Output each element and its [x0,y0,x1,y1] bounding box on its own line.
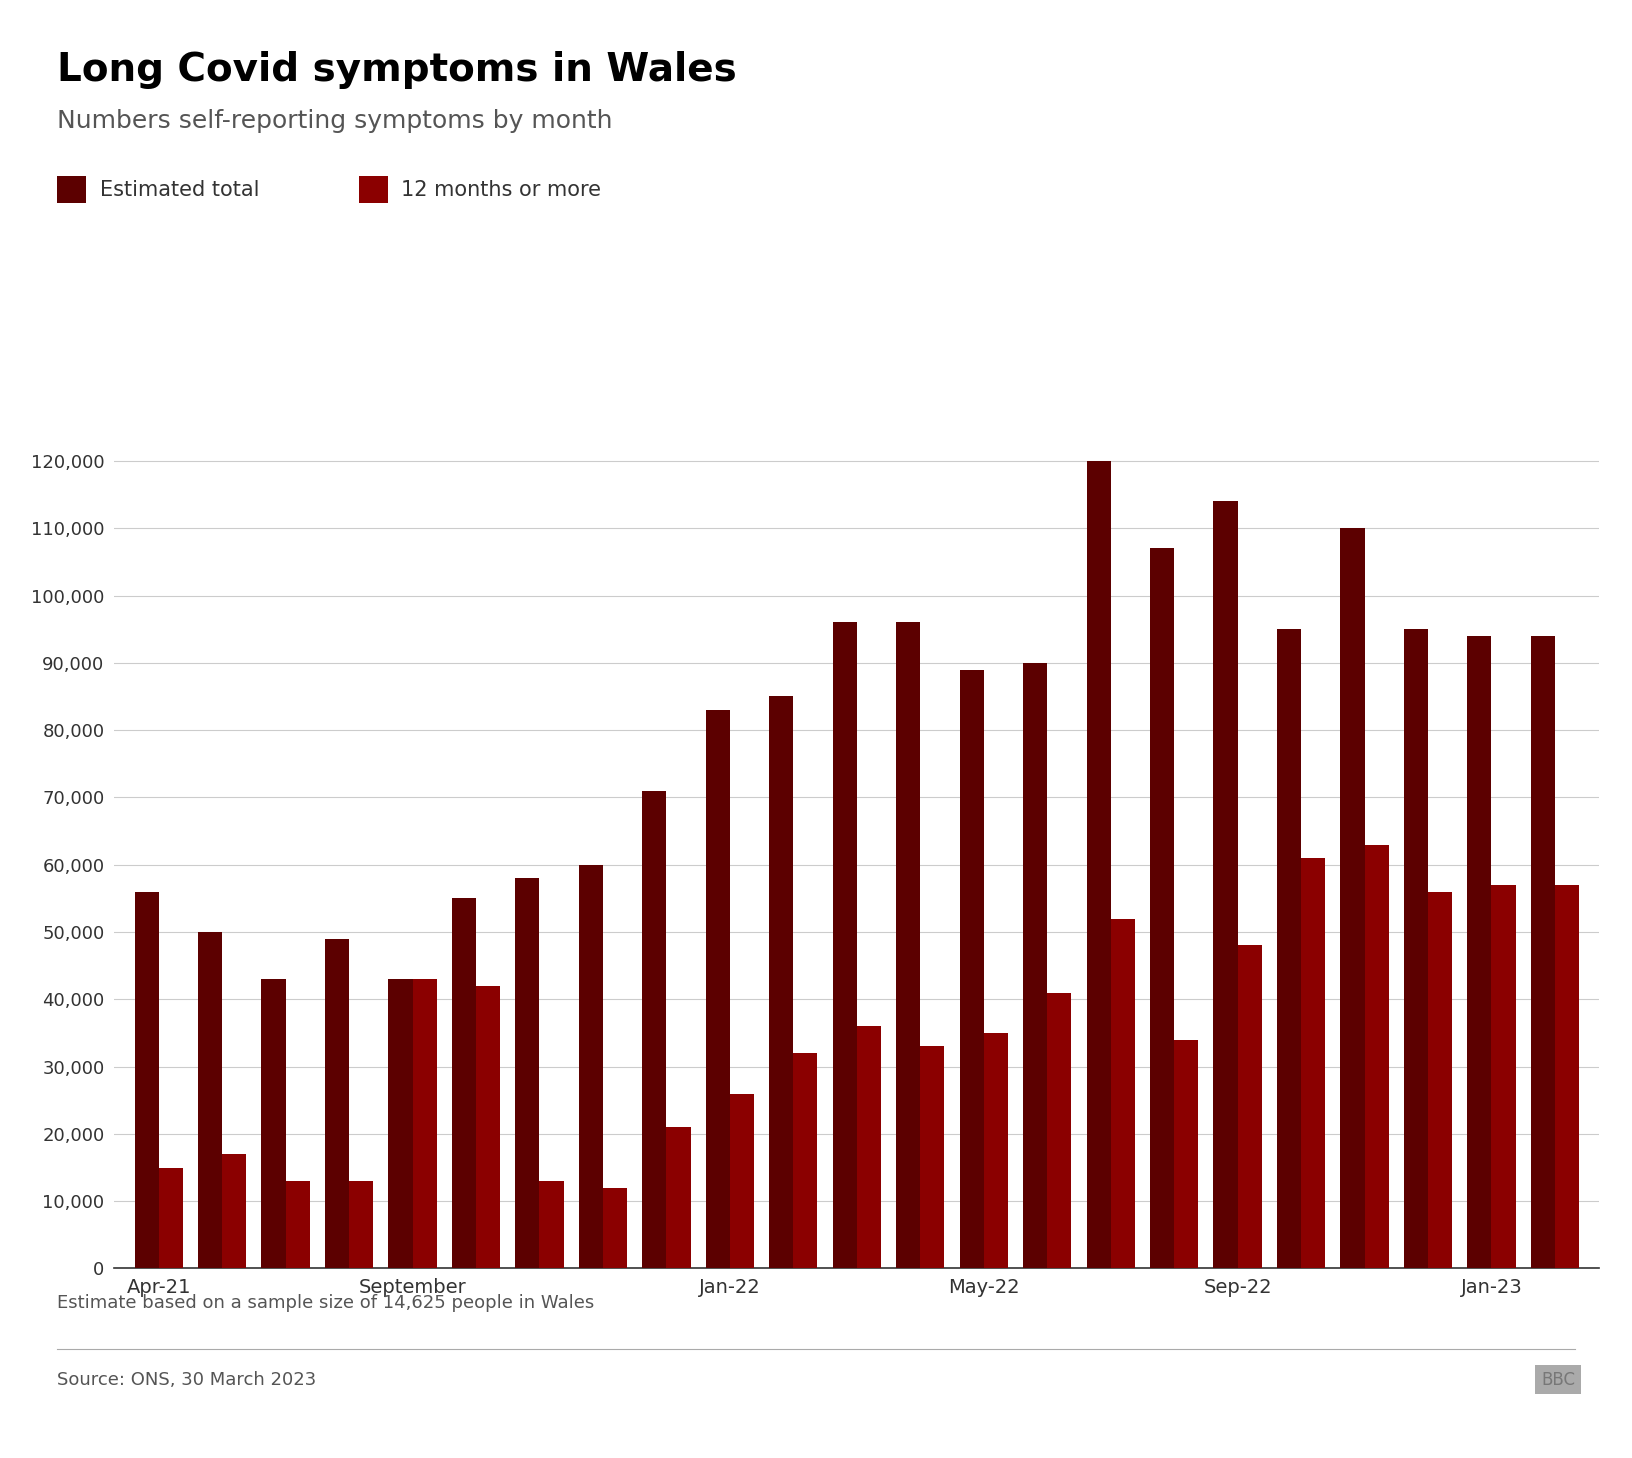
Bar [705,710,730,1268]
Bar [643,790,666,1268]
Bar [1364,844,1389,1268]
Bar [857,1026,881,1268]
Bar [1404,630,1428,1268]
Bar [984,1032,1009,1268]
Bar [516,878,540,1268]
Bar [261,980,286,1268]
Bar [1023,663,1048,1268]
Bar [793,1053,818,1268]
Bar [158,1168,183,1268]
Bar [1048,993,1071,1268]
Text: BBC: BBC [1541,1371,1575,1388]
Bar [413,980,437,1268]
Text: 12 months or more: 12 months or more [401,179,602,200]
Bar [602,1188,627,1268]
Text: Estimate based on a sample size of 14,625 people in Wales: Estimate based on a sample size of 14,62… [57,1295,594,1312]
Text: Long Covid symptoms in Wales: Long Covid symptoms in Wales [57,51,738,89]
Bar [832,623,857,1268]
Bar [1151,548,1173,1268]
Bar [477,986,499,1268]
Bar [325,939,349,1268]
Bar [666,1127,690,1268]
Bar [1492,885,1516,1268]
Bar [1555,885,1580,1268]
Bar [1087,461,1111,1268]
Text: Source: ONS, 30 March 2023: Source: ONS, 30 March 2023 [57,1371,317,1388]
Bar [896,623,920,1268]
Bar [1214,502,1237,1268]
Bar [769,697,793,1268]
Bar [388,980,413,1268]
Bar [1237,945,1262,1268]
Bar [349,1181,374,1268]
Text: Estimated total: Estimated total [100,179,259,200]
Bar [222,1155,246,1268]
Bar [960,669,984,1268]
Bar [579,865,602,1268]
Bar [1428,892,1452,1268]
Bar [1531,636,1555,1268]
Bar [1173,1040,1198,1268]
Bar [197,932,222,1268]
Bar [730,1094,754,1268]
Bar [1301,857,1325,1268]
Text: Numbers self-reporting symptoms by month: Numbers self-reporting symptoms by month [57,109,612,133]
Bar [452,898,477,1268]
Bar [286,1181,310,1268]
Bar [1276,630,1301,1268]
Bar [920,1047,945,1268]
Bar [1467,636,1492,1268]
Bar [134,892,158,1268]
Bar [1111,919,1134,1268]
Bar [1340,528,1364,1268]
Bar [540,1181,563,1268]
